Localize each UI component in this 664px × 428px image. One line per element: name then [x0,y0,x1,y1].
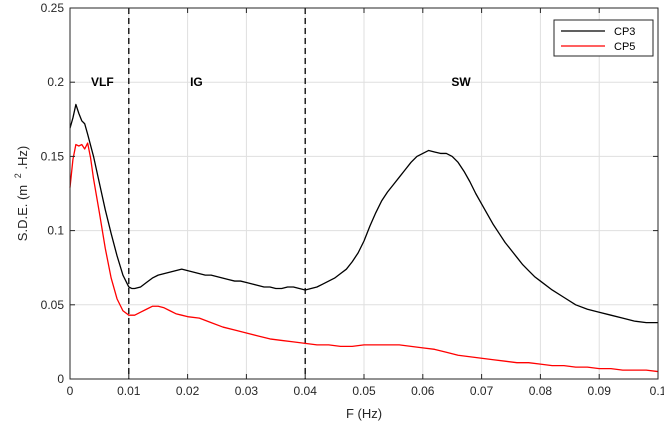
y-axis-label-superscript: 2 [13,173,23,178]
legend-label-cp5: CP5 [614,41,635,53]
legend-label-cp3: CP3 [614,26,635,38]
y-tick-label: 0.2 [47,75,64,89]
y-tick-label: 0.15 [41,149,65,163]
region-boundaries [128,8,306,379]
y-axis-label-main: S.D.E. (m [15,185,30,241]
region-label-ig: IG [190,75,203,89]
x-tick-label: 0.1 [650,384,664,398]
x-tick-label: 0.04 [294,384,318,398]
x-tick-label: 0.02 [176,384,200,398]
ticks: 0 0.01 0.02 0.03 0.04 0.05 0.06 0.07 0.08 0.09 0.1… [41,1,664,398]
x-axis-label: F (Hz) [346,406,382,421]
region-labels: VLF IG SW [91,75,471,89]
y-tick-label: 0.25 [41,1,65,15]
series-line-cp5 [69,142,659,373]
x-tick-label: 0.03 [235,384,259,398]
grid [70,8,658,379]
y-tick-label: 0 [57,372,64,386]
x-tick-label: 0.07 [470,384,494,398]
region-label-vlf: VLF [91,75,114,89]
series-line-cp3 [69,103,658,324]
x-tick-label: 0.09 [588,384,612,398]
x-tick-label: 0.01 [117,384,141,398]
series-lines [69,103,659,373]
x-tick-label: 0.08 [529,384,553,398]
y-tick-label: 0.1 [47,224,64,238]
x-tick-label: 0 [67,384,74,398]
legend: CP3 CP5 [553,19,654,57]
region-label-sw: SW [451,75,471,89]
legend-box [553,19,654,57]
y-tick-label: 0.05 [41,298,65,312]
x-tick-label: 0.06 [411,384,435,398]
y-axis-label-tail: .Hz) [15,146,30,170]
y-axis-label: S.D.E. (m 2 .Hz) [9,146,30,241]
x-tick-label: 0.05 [352,384,376,398]
